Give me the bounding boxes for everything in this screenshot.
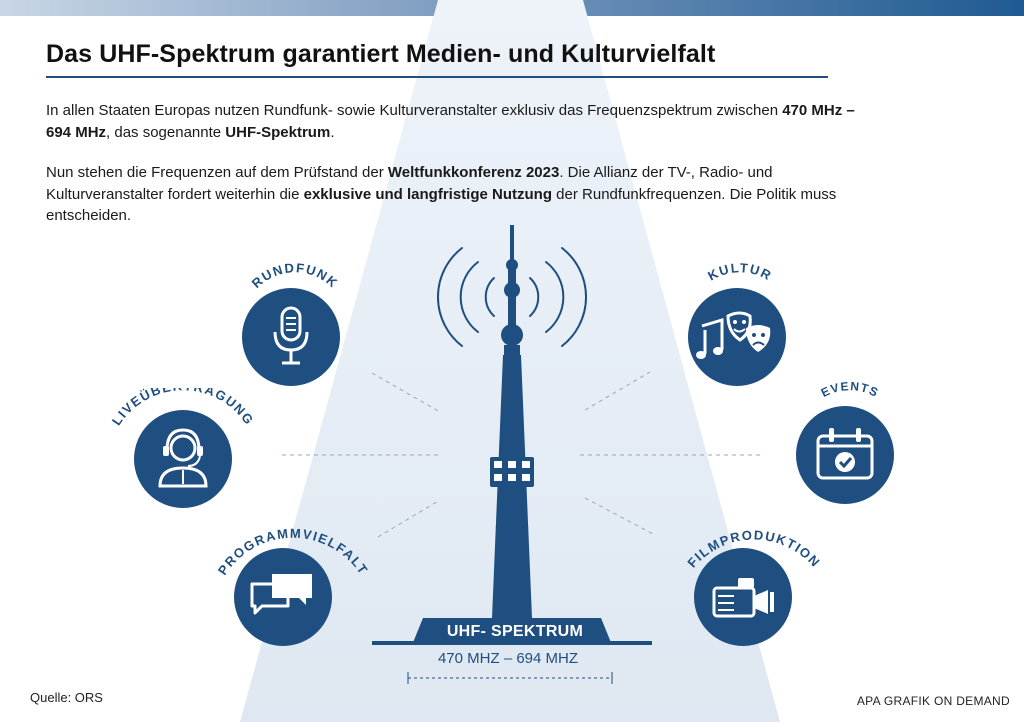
intro-paragraph-2: Nun stehen die Frequenzen auf dem Prüfst… xyxy=(46,164,837,224)
label-liveuebertragung: LIVEÜBERTRAGUNG xyxy=(109,388,256,428)
page-title: Das UHF-Spektrum garantiert Medien- und … xyxy=(46,40,716,68)
label-programmvielfalt: PROGRAMMVIELFALT xyxy=(215,526,370,578)
source-note: Quelle: ORS xyxy=(30,690,103,705)
svg-text:PROGRAMMVIELFALT: PROGRAMMVIELFALT xyxy=(215,526,371,578)
calendar-check-icon xyxy=(816,428,874,480)
frequency-range: 470 MHZ – 694 MHZ xyxy=(437,650,579,667)
category-programmvielfalt xyxy=(234,548,332,646)
category-kultur xyxy=(688,288,786,386)
label-events: EVENTS xyxy=(819,380,880,400)
microphone-icon xyxy=(273,306,309,365)
svg-text:KULTUR: KULTUR xyxy=(705,262,775,284)
label-filmproduktion-arc: FILMPRODUKTION xyxy=(684,527,823,570)
category-events xyxy=(796,406,894,504)
chat-bubbles-icon xyxy=(250,574,312,615)
svg-text:EVENTS: EVENTS xyxy=(819,380,881,400)
video-camera-icon xyxy=(712,578,774,618)
label-liveuebertragung-arc: LIVEÜBERTRAGUNG xyxy=(109,388,257,428)
label-filmproduktion: FILMPRODUKTION xyxy=(684,527,822,570)
svg-text:LIVEÜBERTRAGUNG: LIVEÜBERTRAGUNG xyxy=(109,388,257,428)
label-rundfunk-arc: RUNDFUNK xyxy=(249,262,342,291)
credit-note: APA GRAFIK ON DEMAND xyxy=(856,694,1010,708)
label-kultur-arc: KULTUR xyxy=(705,262,775,284)
category-rundfunk xyxy=(242,288,340,386)
label-programmvielfalt-arc: PROGRAMMVIELFALT xyxy=(215,526,371,578)
label-events-arc: EVENTS xyxy=(819,380,881,400)
svg-text:FILMPRODUKTION: FILMPRODUKTION xyxy=(684,527,823,570)
label-kultur: KULTUR xyxy=(705,262,773,284)
category-filmproduktion xyxy=(694,548,792,646)
svg-text:RUNDFUNK: RUNDFUNK xyxy=(249,262,342,291)
intro-paragraph-1: In allen Staaten Europas nutzen Rundfunk… xyxy=(46,102,855,141)
uhf-spektrum-badge: UHF- SPEKTRUM xyxy=(446,623,584,640)
title-underline xyxy=(46,76,828,78)
music-theater-masks-icon xyxy=(696,311,771,359)
headset-operator-icon xyxy=(158,428,208,488)
label-rundfunk: RUNDFUNK xyxy=(249,262,340,291)
category-liveuebertragung xyxy=(134,410,232,508)
